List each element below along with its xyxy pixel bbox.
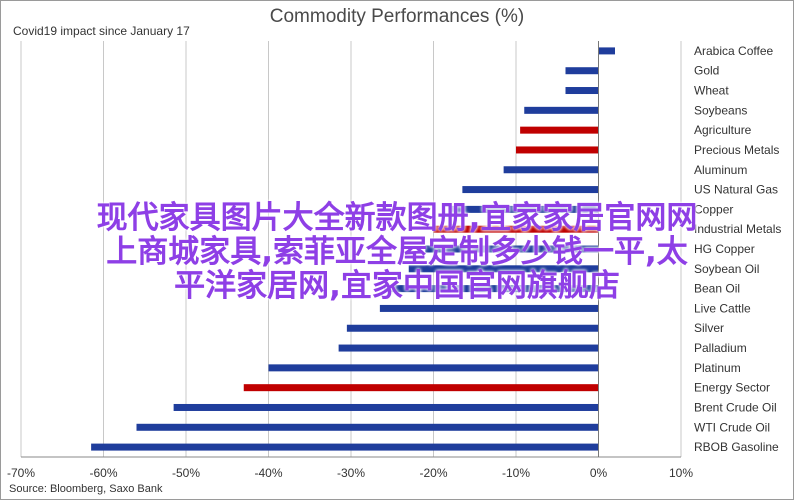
watermark-overlay-text: 现代家具图片大全新款图册,宜家家居官网网 上商城家具,索菲亚全屋定制多少钱一平,…: [11, 201, 783, 303]
bar: [136, 423, 599, 431]
overlay-line-3: 平洋家居网,宜家中国官网旗舰店: [174, 268, 620, 304]
chart-title: Commodity Performances (%): [269, 6, 525, 27]
category-label: Gold: [694, 64, 719, 78]
x-tick-label: -50%: [172, 466, 200, 480]
bar: [243, 384, 599, 392]
category-label: Aluminum: [694, 163, 747, 177]
bar: [516, 146, 599, 154]
x-tick-label: 0%: [590, 466, 608, 480]
bar: [408, 265, 599, 273]
category-label: RBOB Gasoline: [694, 440, 779, 454]
bar: [173, 403, 599, 411]
x-tick-label: -70%: [7, 466, 35, 480]
bar: [433, 225, 599, 233]
x-tick-label: -30%: [337, 466, 365, 480]
bar: [503, 166, 599, 174]
category-label: Palladium: [694, 341, 747, 355]
chart-subtitle: Covid19 impact since January 17: [13, 24, 190, 38]
category-label: Soybeans: [694, 103, 747, 117]
category-label: Platinum: [694, 361, 741, 375]
category-label: Silver: [694, 321, 724, 335]
category-label: HG Copper: [694, 242, 755, 256]
bar: [450, 205, 599, 213]
bar: [462, 186, 599, 194]
bar: [268, 364, 599, 372]
bar: [565, 87, 599, 95]
category-label: WTI Crude Oil: [694, 420, 770, 434]
category-label: Bean Oil: [694, 282, 740, 296]
bar: [384, 285, 599, 293]
category-label: Energy Sector: [694, 381, 770, 395]
category-label: Wheat: [694, 84, 729, 98]
x-tick-label: -40%: [254, 466, 282, 480]
category-label: Precious Metals: [694, 143, 779, 157]
category-label: Copper: [694, 202, 733, 216]
category-label: Agriculture: [694, 123, 752, 137]
bar: [520, 126, 599, 134]
category-label: Arabica Coffee: [694, 44, 773, 58]
x-tick-label: -20%: [419, 466, 447, 480]
bar: [598, 47, 615, 55]
x-tick-label: -60%: [89, 466, 117, 480]
bar: [91, 443, 599, 451]
bar: [524, 106, 599, 114]
category-label: Industrial Metals: [694, 222, 781, 236]
bar: [346, 324, 599, 332]
overlay-line-2: 上商城家具,索菲亚全屋定制多少钱一平,太: [106, 234, 688, 270]
chart-source: Source: Bloomberg, Saxo Bank: [9, 483, 163, 495]
bar: [425, 245, 599, 253]
category-label: Live Cattle: [694, 301, 751, 315]
bar: [379, 304, 599, 312]
x-tick-label: -10%: [502, 466, 530, 480]
category-label: Brent Crude Oil: [694, 400, 777, 414]
category-label: Soybean Oil: [694, 262, 759, 276]
category-label: US Natural Gas: [694, 183, 778, 197]
x-tick-label: 10%: [669, 466, 693, 480]
bar: [338, 344, 599, 352]
overlay-line-1: 现代家具图片大全新款图册,宜家家居官网网: [96, 200, 698, 236]
bar: [565, 67, 599, 75]
